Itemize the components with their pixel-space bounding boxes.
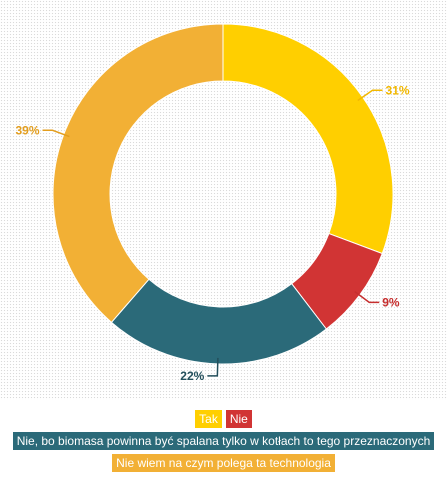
slice-label-1: 9%	[382, 295, 400, 309]
legend-item-nie[interactable]: Nie	[225, 410, 252, 428]
leader-line-1	[354, 291, 380, 304]
leader-line-0	[357, 89, 383, 102]
leader-line-3	[42, 129, 70, 138]
slice-0[interactable]	[222, 23, 394, 255]
slice-3[interactable]	[52, 23, 224, 324]
donut-chart: 31% 9% 22% 39%	[15, 23, 410, 383]
slice-label-2: 22%	[180, 369, 204, 383]
slice-label-3: 39%	[15, 123, 39, 137]
slice-2[interactable]	[110, 278, 328, 365]
slice-label-0: 31%	[386, 83, 410, 97]
chart-area: 31% 9% 22% 39%	[0, 0, 447, 400]
leader-line-2	[207, 357, 219, 377]
legend-item-nie-biomasa[interactable]: Nie, bo biomasa powinna być spalana tylk…	[12, 432, 435, 450]
legend: Tak Nie Nie, bo biomasa powinna być spal…	[0, 410, 447, 472]
legend-item-nie-wiem[interactable]: Nie wiem na czym polega ta technologia	[112, 454, 335, 472]
legend-item-tak[interactable]: Tak	[195, 410, 222, 428]
